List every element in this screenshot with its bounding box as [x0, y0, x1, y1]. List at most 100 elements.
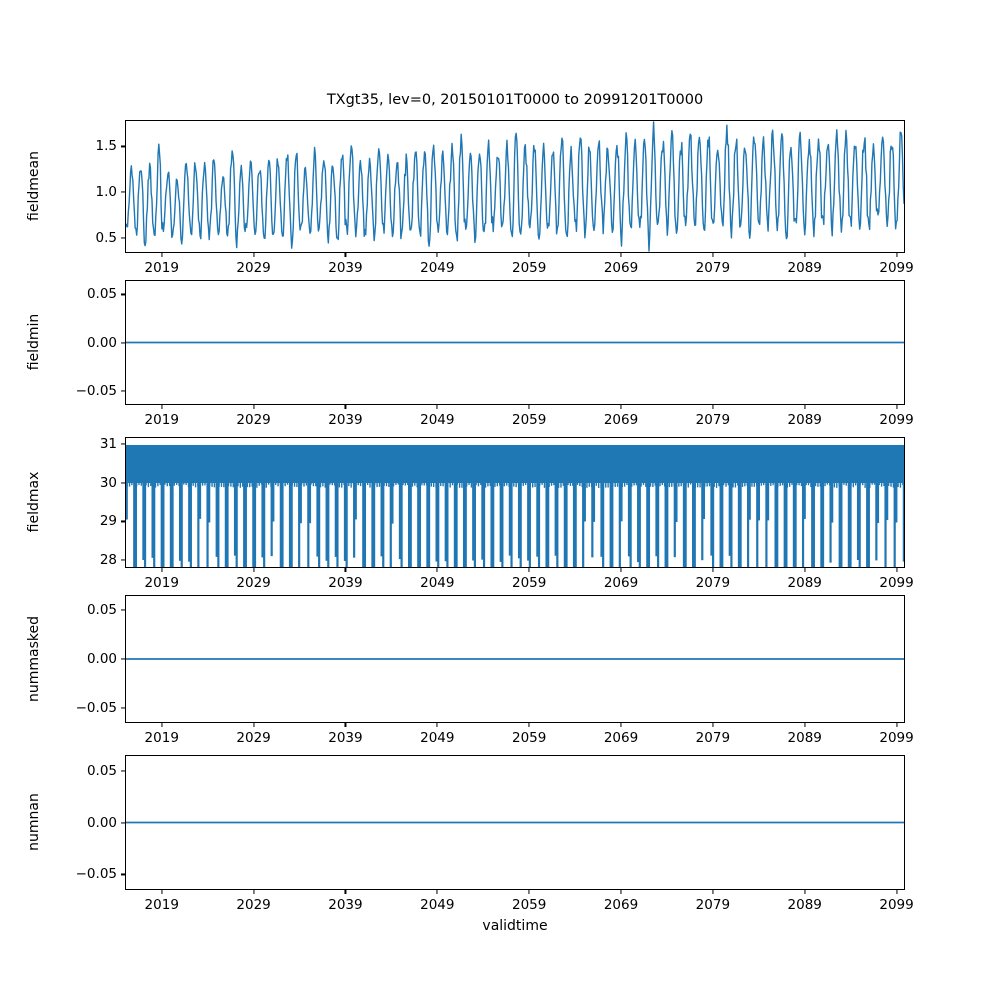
fieldmin-xtick-2: 2039: [328, 412, 363, 428]
fieldmax-notch: [126, 483, 128, 487]
fieldmax-spike: [895, 483, 898, 523]
numnan-ytickmark-1: [121, 821, 125, 824]
fieldmax-notch: [208, 483, 211, 486]
fieldmax-spike: [682, 483, 686, 567]
fieldmax-spike: [409, 483, 412, 567]
fieldmax-spike: [382, 483, 385, 567]
fieldmax-notch: [296, 483, 298, 488]
fieldmin-xtickmark-1: [253, 405, 255, 409]
panel-numnan[interactable]: [125, 755, 905, 890]
fieldmax-notch: [397, 483, 399, 485]
fieldmax-spike: [591, 483, 594, 558]
fieldmax-notch: [319, 483, 322, 488]
fieldmax-notch: [581, 483, 583, 488]
fieldmax-notch: [355, 483, 357, 486]
fieldmax-notch: [477, 483, 480, 487]
fieldmin-ytick-0: −0.05: [75, 382, 117, 399]
fieldmax-axis-label: fieldmax: [26, 471, 42, 533]
fieldmax-notch: [326, 483, 329, 485]
fieldmax-spike: [517, 483, 521, 559]
fieldmax-spike: [893, 483, 896, 567]
fieldmax-xtickmark-6: [712, 568, 714, 572]
fieldmax-notch: [859, 483, 862, 485]
fieldmax-spike: [307, 483, 310, 567]
fieldmax-notch: [845, 483, 847, 486]
fieldmax-xtick-6: 2079: [695, 575, 731, 591]
panel-fieldmin[interactable]: [125, 280, 905, 405]
fieldmax-notch: [305, 483, 308, 486]
fieldmax-notch: [640, 483, 642, 487]
fieldmax-notch: [138, 483, 140, 485]
nummasked-ytick-2: 0.05: [86, 601, 117, 618]
fieldmax-notch: [871, 483, 873, 485]
numnan-xtickmark-2: [344, 890, 346, 894]
fieldmax-spike: [160, 483, 163, 567]
fieldmax-notch: [494, 483, 496, 487]
fieldmax-notch: [770, 483, 772, 486]
fieldmax-notch: [187, 483, 190, 487]
fieldmax-spike: [151, 483, 154, 558]
fieldmax-spike: [490, 483, 493, 567]
fieldmax-notch: [673, 483, 675, 487]
fieldmax-spike: [728, 483, 731, 556]
fieldmax-spike: [353, 483, 356, 558]
fieldmax-spike: [464, 483, 467, 567]
fieldmax-spike: [308, 483, 312, 524]
fieldmax-ytickmark-1: [121, 520, 125, 523]
fieldmax-notch: [652, 483, 654, 488]
fieldmean-axis-label: fieldmean: [26, 151, 42, 221]
fieldmax-notch: [496, 483, 499, 487]
nummasked-xtick-5: 2069: [603, 730, 639, 746]
fieldmean-xtickmark-7: [804, 253, 806, 257]
fieldmax-notch: [225, 483, 227, 486]
fieldmax-notch: [692, 483, 694, 488]
fieldmax-spike: [884, 483, 887, 567]
fieldmax-notch: [145, 483, 147, 486]
fieldmax-spike: [748, 483, 751, 520]
fieldmax-spike: [472, 483, 475, 561]
fieldmax-notch: [680, 483, 682, 487]
fieldmax-notch: [831, 483, 833, 486]
panel-nummasked[interactable]: [125, 595, 905, 723]
fieldmin-xtickmark-0: [161, 405, 163, 409]
fieldmax-ytick-0: 28: [99, 552, 117, 569]
fieldmax-spike: [811, 483, 814, 567]
fieldmax-notch: [180, 483, 183, 486]
fieldmax-notch: [199, 483, 201, 488]
fieldmax-notch: [777, 483, 779, 487]
fieldmax-spike: [565, 483, 568, 567]
panel-fieldmean[interactable]: [125, 120, 905, 253]
fieldmax-notch: [812, 483, 814, 487]
fieldmax-notch: [517, 483, 520, 485]
fieldmax-notch: [534, 483, 536, 488]
fieldmax-spike: [629, 483, 632, 567]
fieldmax-notch: [725, 483, 727, 487]
fieldmax-notch: [602, 483, 605, 488]
fieldmax-spike: [133, 483, 136, 567]
panel-fieldmax[interactable]: [125, 437, 905, 568]
fieldmax-notch: [135, 483, 138, 487]
fieldmax-spike: [426, 483, 429, 567]
fieldmax-notch: [473, 483, 475, 486]
fieldmax-notch: [338, 483, 341, 488]
fieldmax-spike: [363, 483, 367, 567]
fieldmax-notch: [869, 483, 871, 488]
fieldmax-spike: [198, 483, 202, 519]
fieldmax-notch: [277, 483, 279, 487]
fieldmean-xtickmark-0: [161, 253, 163, 257]
fieldmax-spike: [821, 483, 825, 567]
fieldmax-notch: [444, 483, 447, 485]
fieldmax-spike: [528, 483, 531, 567]
fieldmax-spike: [692, 483, 695, 567]
fieldmax-spike: [408, 483, 411, 567]
fieldmax-notch: [197, 483, 199, 487]
fieldmean-line: [126, 121, 904, 252]
fieldmax-notch: [371, 483, 374, 487]
numnan-xtickmark-4: [528, 890, 530, 894]
fieldmax-notch: [178, 483, 180, 487]
numnan-xtickmark-3: [436, 890, 438, 894]
numnan-ytickmark-2: [121, 770, 125, 772]
figure-title: TXgt35, lev=0, 20150101T0000 to 20991201…: [326, 92, 704, 108]
fieldmax-notch: [246, 483, 249, 488]
